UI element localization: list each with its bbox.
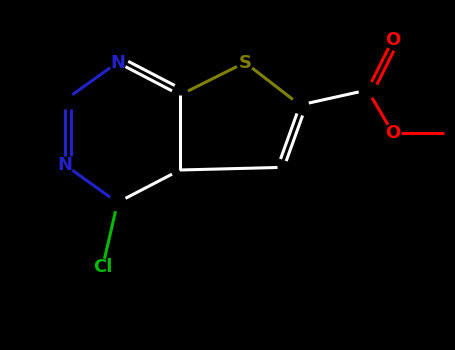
Text: N: N — [110, 54, 125, 71]
Text: Cl: Cl — [93, 259, 112, 276]
Text: O: O — [385, 124, 400, 141]
Text: S: S — [238, 54, 252, 71]
Text: N: N — [57, 156, 72, 174]
Text: O: O — [385, 31, 400, 49]
